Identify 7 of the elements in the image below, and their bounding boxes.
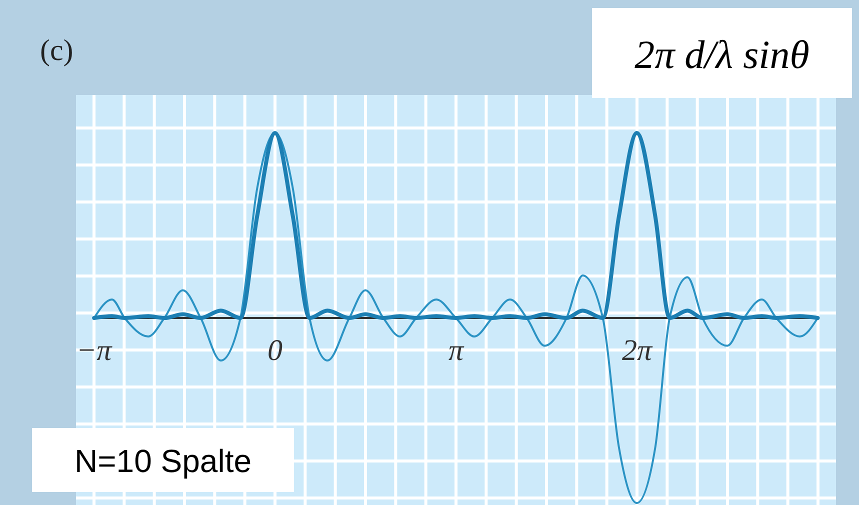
x-tick-label: 2π bbox=[622, 334, 653, 367]
annotation: N=10 Spalte bbox=[74, 443, 252, 479]
x-tick-label: 0 bbox=[268, 334, 282, 367]
x-axis-title: 2π d/λ sinθ bbox=[634, 32, 810, 77]
chart-title: (c) bbox=[40, 34, 74, 67]
x-tick-label: −π bbox=[76, 334, 113, 367]
x-tick-label: π bbox=[448, 334, 464, 367]
